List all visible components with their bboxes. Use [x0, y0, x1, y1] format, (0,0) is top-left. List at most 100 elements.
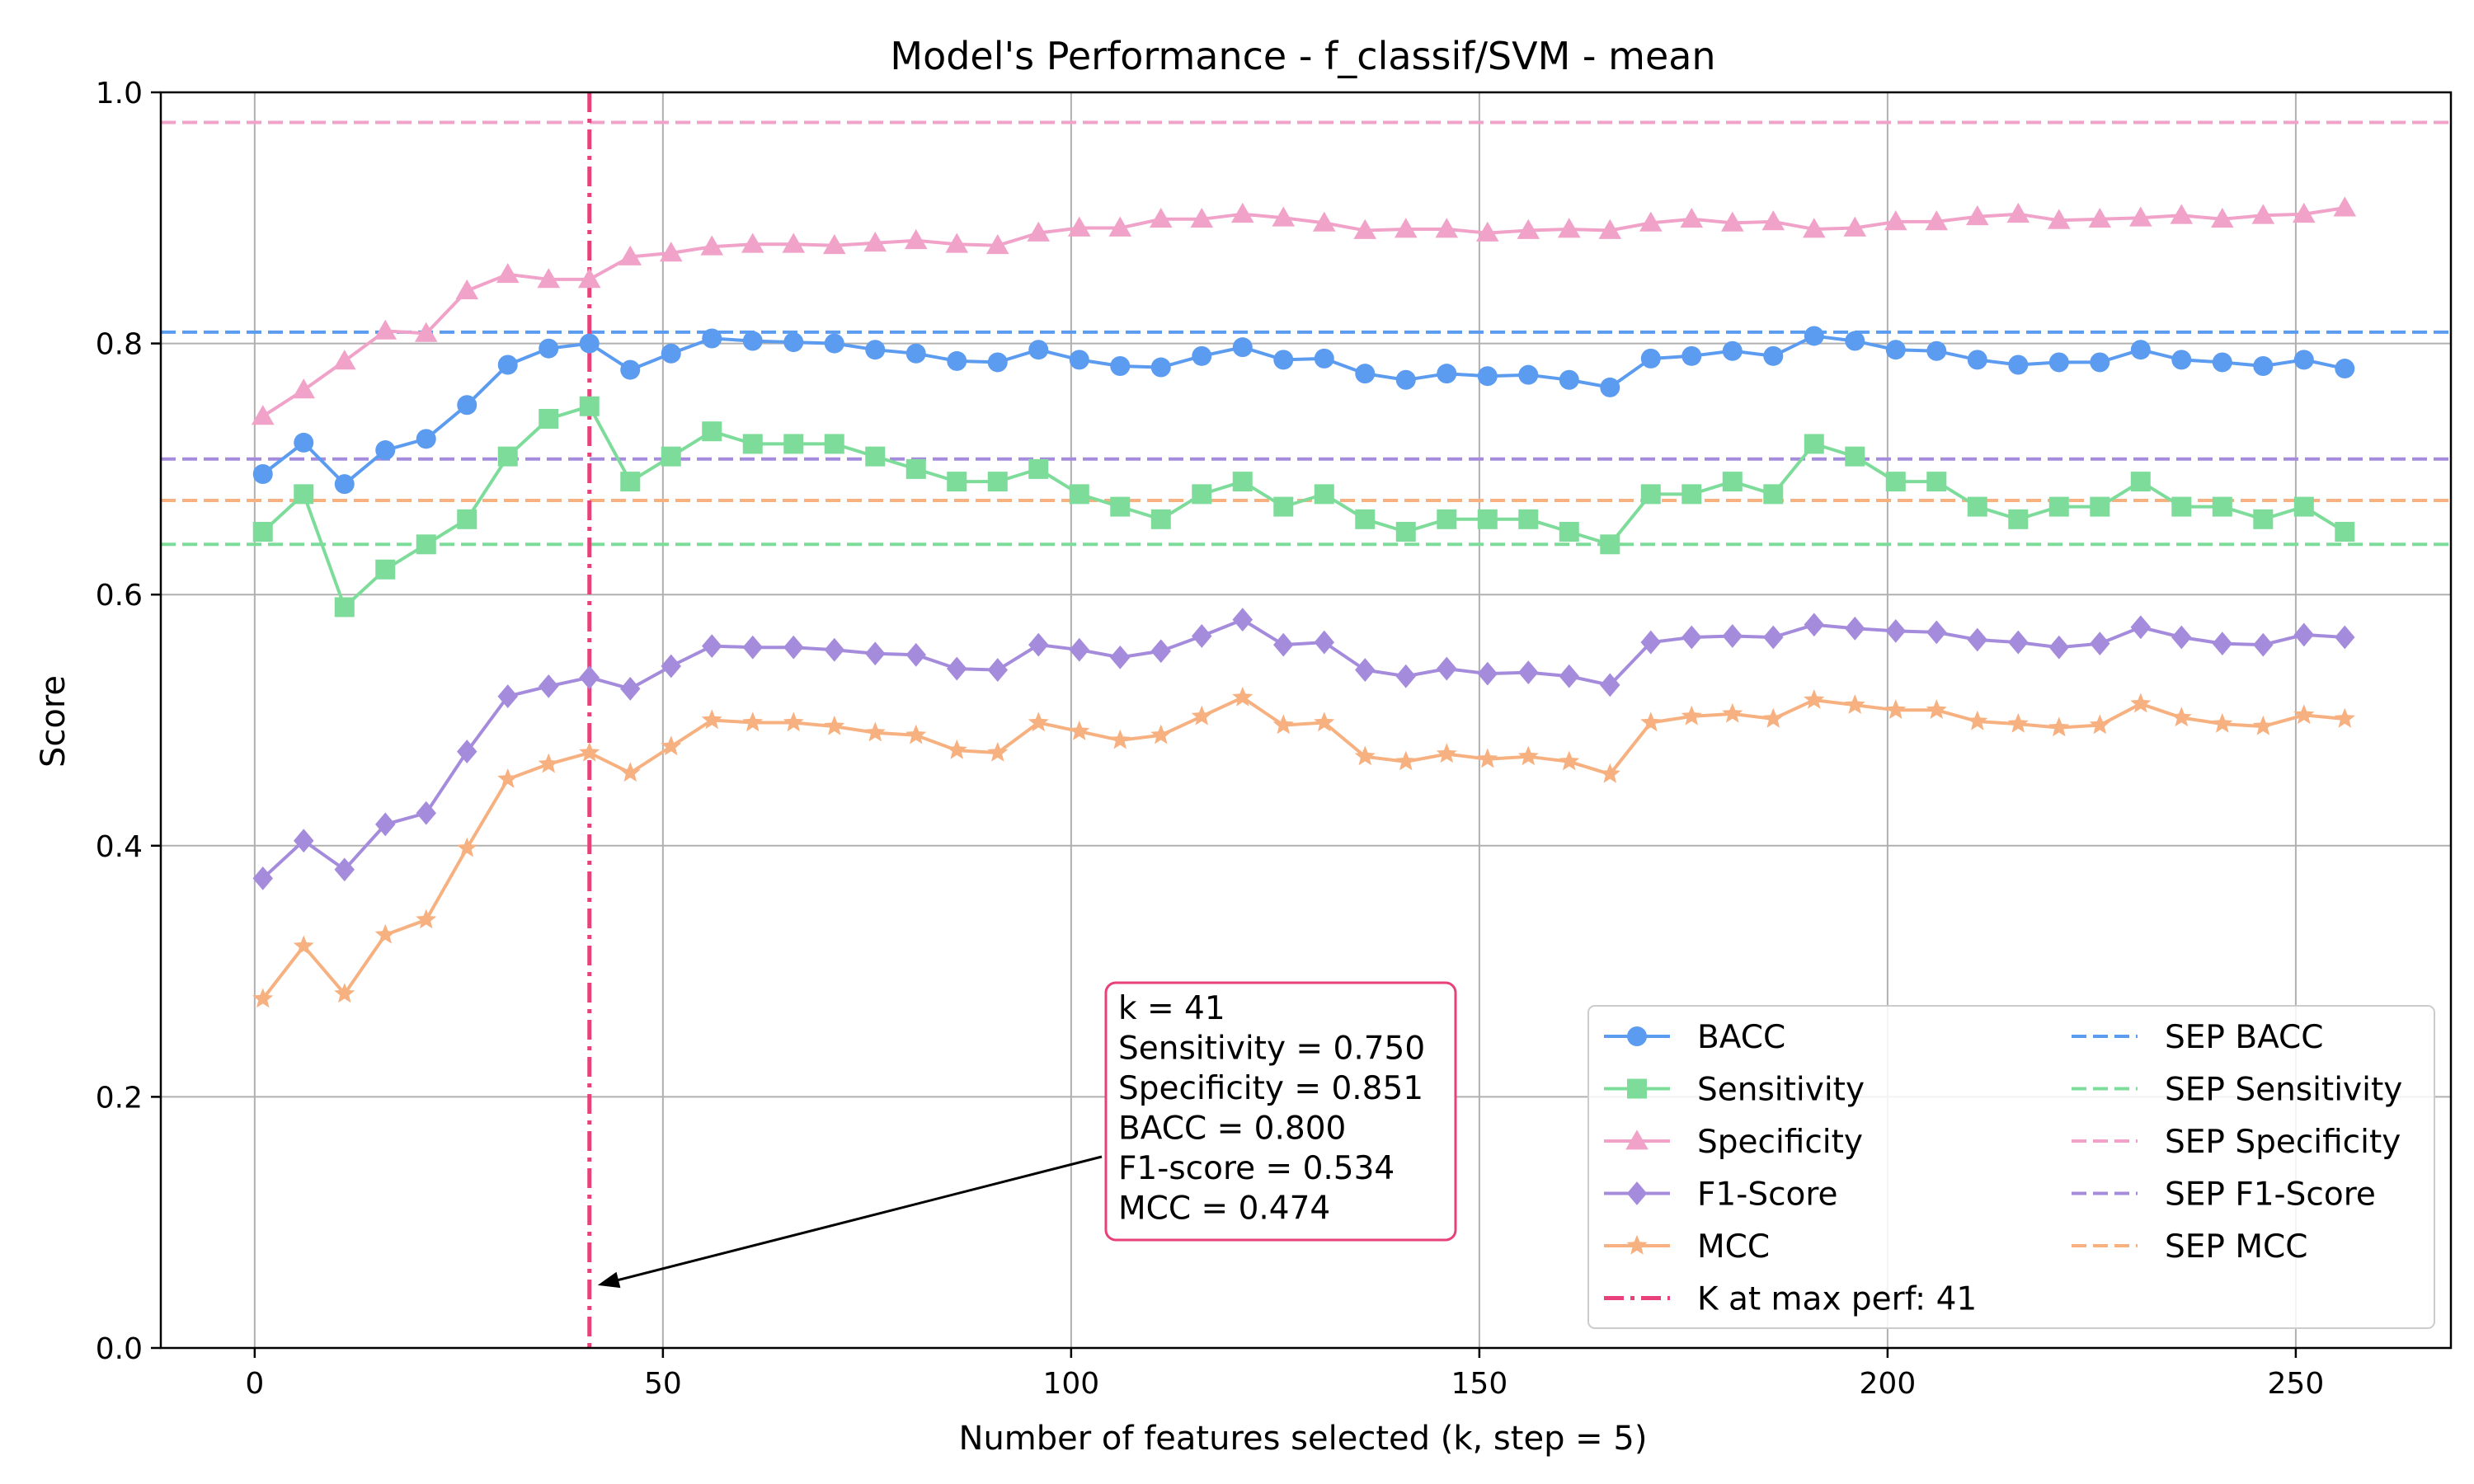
point-mcc-34	[1640, 711, 1662, 732]
point-bacc-50	[2293, 350, 2314, 370]
point-f1-score-37	[1763, 625, 1784, 650]
point-bacc-12	[742, 331, 763, 351]
point-f1-score-13	[783, 635, 804, 660]
point-mcc-9	[619, 762, 641, 782]
point-bacc-15	[865, 340, 886, 360]
point-sensitivity-28	[1395, 522, 1416, 542]
point-sensitivity-32	[1559, 522, 1579, 542]
point-mcc-43	[2007, 712, 2029, 733]
point-sensitivity-43	[2008, 509, 2029, 529]
point-bacc-37	[1763, 345, 1784, 366]
legend-label-f1-score: F1-Score	[1697, 1176, 1838, 1214]
point-sensitivity-48	[2212, 496, 2232, 517]
point-mcc-35	[1681, 705, 1702, 726]
x-tick-label: 250	[2268, 1367, 2325, 1401]
point-mcc-17	[946, 739, 967, 759]
x-tick-label: 0	[245, 1367, 264, 1401]
point-sensitivity-9	[620, 472, 641, 492]
annotation-line-1: Sensitivity = 0.750	[1118, 1031, 1425, 1068]
point-bacc-25	[1273, 350, 1294, 370]
point-sensitivity-40	[1885, 472, 1906, 492]
series-line-sensitivity	[261, 404, 2346, 610]
point-f1-score-40	[1885, 618, 1907, 643]
legend-marker-sensitivity	[1627, 1078, 1647, 1099]
point-mcc-44	[2048, 716, 2070, 737]
point-f1-score-16	[905, 642, 927, 667]
point-sensitivity-30	[1477, 509, 1498, 529]
point-f1-score-26	[1314, 630, 1335, 655]
point-bacc-1	[294, 432, 314, 453]
point-specificity-45	[2088, 208, 2112, 228]
point-specificity-35	[1680, 208, 1704, 228]
point-mcc-4	[416, 909, 437, 929]
point-f1-score-42	[1967, 627, 1988, 652]
point-bacc-34	[1640, 348, 1661, 369]
point-mcc-25	[1272, 714, 1294, 735]
point-bacc-28	[1395, 369, 1416, 390]
point-mcc-0	[252, 988, 274, 1008]
point-sensitivity-18	[987, 472, 1008, 492]
point-specificity-0	[251, 405, 275, 425]
point-mcc-20	[1069, 721, 1090, 740]
series-line-bacc	[261, 334, 2345, 486]
point-sensitivity-16	[905, 458, 926, 479]
point-f1-score-7	[539, 674, 559, 698]
point-mcc-14	[824, 715, 845, 735]
point-bacc-23	[1192, 345, 1212, 366]
point-specificity-8	[577, 268, 601, 289]
point-sensitivity-51	[2335, 522, 2355, 542]
point-sensitivity-8	[579, 396, 600, 416]
point-sensitivity-44	[2048, 496, 2069, 517]
point-f1-score-12	[742, 635, 764, 660]
plot-area: 0 50 100 150 200 250 0.0 0.2 0.4 0.6 0.8 1.0 k = 41 S…	[96, 77, 2453, 1401]
point-mcc-15	[864, 721, 886, 742]
y-tick-label: 1.0	[96, 77, 143, 110]
point-f1-score-43	[2008, 630, 2029, 655]
point-specificity-47	[2170, 204, 2194, 224]
point-sensitivity-10	[661, 446, 681, 467]
point-bacc-8	[579, 333, 600, 354]
point-specificity-14	[822, 234, 846, 255]
point-bacc-39	[1845, 331, 1865, 351]
x-tick-label: 100	[1043, 1367, 1100, 1401]
point-sensitivity-2	[334, 597, 355, 618]
point-bacc-29	[1437, 364, 1457, 384]
point-f1-score-25	[1273, 632, 1294, 657]
point-sensitivity-37	[1763, 484, 1784, 505]
point-sensitivity-41	[1926, 472, 1947, 492]
point-specificity-46	[2128, 206, 2152, 227]
point-bacc-0	[252, 463, 273, 484]
point-sensitivity-21	[1110, 496, 1131, 517]
point-specificity-20	[1067, 216, 1091, 237]
point-bacc-18	[987, 352, 1008, 373]
point-mcc-46	[2130, 693, 2152, 713]
point-mcc-45	[2089, 714, 2110, 735]
point-mcc-11	[701, 709, 722, 730]
annotation-box	[1104, 981, 1457, 1242]
point-bacc-47	[2171, 350, 2192, 370]
series-line-f1-score	[261, 618, 2345, 880]
point-f1-score-36	[1722, 624, 1743, 648]
point-mcc-2	[334, 983, 355, 1003]
legend-label-sep-3: SEP F1-Score	[2165, 1176, 2376, 1214]
point-specificity-40	[1884, 210, 1907, 231]
point-f1-score-47	[2171, 625, 2192, 650]
point-specificity-1	[292, 378, 316, 399]
x-tick-label: 200	[1860, 1367, 1917, 1401]
y-axis-label: Score	[35, 675, 73, 768]
point-f1-score-41	[1926, 620, 1947, 645]
point-bacc-2	[334, 474, 355, 495]
point-sensitivity-49	[2253, 509, 2274, 529]
point-f1-score-10	[661, 654, 682, 679]
point-specificity-18	[985, 234, 1009, 255]
point-f1-score-27	[1355, 658, 1376, 682]
point-f1-score-38	[1804, 613, 1825, 637]
y-tick-label: 0.8	[96, 328, 143, 362]
point-f1-score-49	[2253, 632, 2274, 657]
point-mcc-1	[293, 935, 314, 956]
point-f1-score-48	[2212, 632, 2233, 655]
point-sensitivity-11	[702, 421, 722, 442]
point-specificity-39	[1843, 216, 1867, 237]
annotation-line-4: F1-score = 0.534	[1118, 1150, 1395, 1187]
point-mcc-18	[987, 741, 1009, 762]
